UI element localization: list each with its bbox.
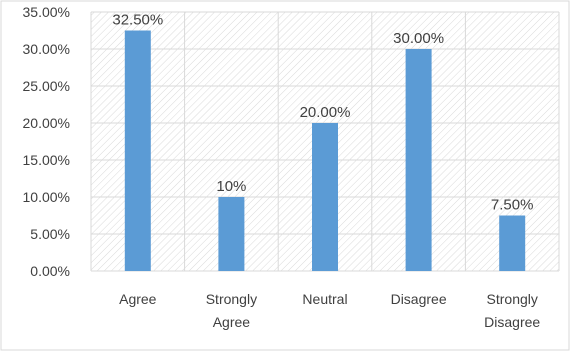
x-category-label: Neutral [302,291,347,307]
bar [312,123,338,271]
x-category-label: Strongly [206,291,257,307]
data-labels: 32.50% 10% 20.00% 30.00% 7.50% [112,12,533,214]
y-tick-label: 35.00% [23,4,70,20]
bar [499,215,526,271]
x-category-label: Agree [213,314,251,330]
y-tick-label: 0.00% [30,263,70,279]
y-tick-label: 20.00% [23,115,70,131]
data-label: 20.00% [300,104,351,121]
y-tick-label: 15.00% [23,152,70,168]
bar [405,49,432,271]
y-tick-label: 25.00% [23,78,70,94]
x-category-label: Strongly [487,291,538,307]
data-label: 32.50% [112,12,163,29]
bar [124,30,151,271]
x-category-label: Disagree [391,291,447,307]
bar [218,197,245,271]
data-label: 7.50% [491,197,534,214]
y-axis-ticks: 0.00% 5.00% 10.00% 15.00% 20.00% 25.00% 30.00%… [23,4,70,279]
bars [124,30,526,271]
y-tick-label: 30.00% [23,41,70,57]
data-label: 30.00% [393,30,444,47]
y-tick-label: 10.00% [23,189,70,205]
x-axis-categories: Agree Strongly Agree Neutral Disagree Strongl… [119,291,540,330]
x-category-label: Disagree [484,314,540,330]
x-category-label: Agree [119,291,157,307]
y-tick-label: 5.00% [30,226,70,242]
data-label: 10% [216,178,246,195]
